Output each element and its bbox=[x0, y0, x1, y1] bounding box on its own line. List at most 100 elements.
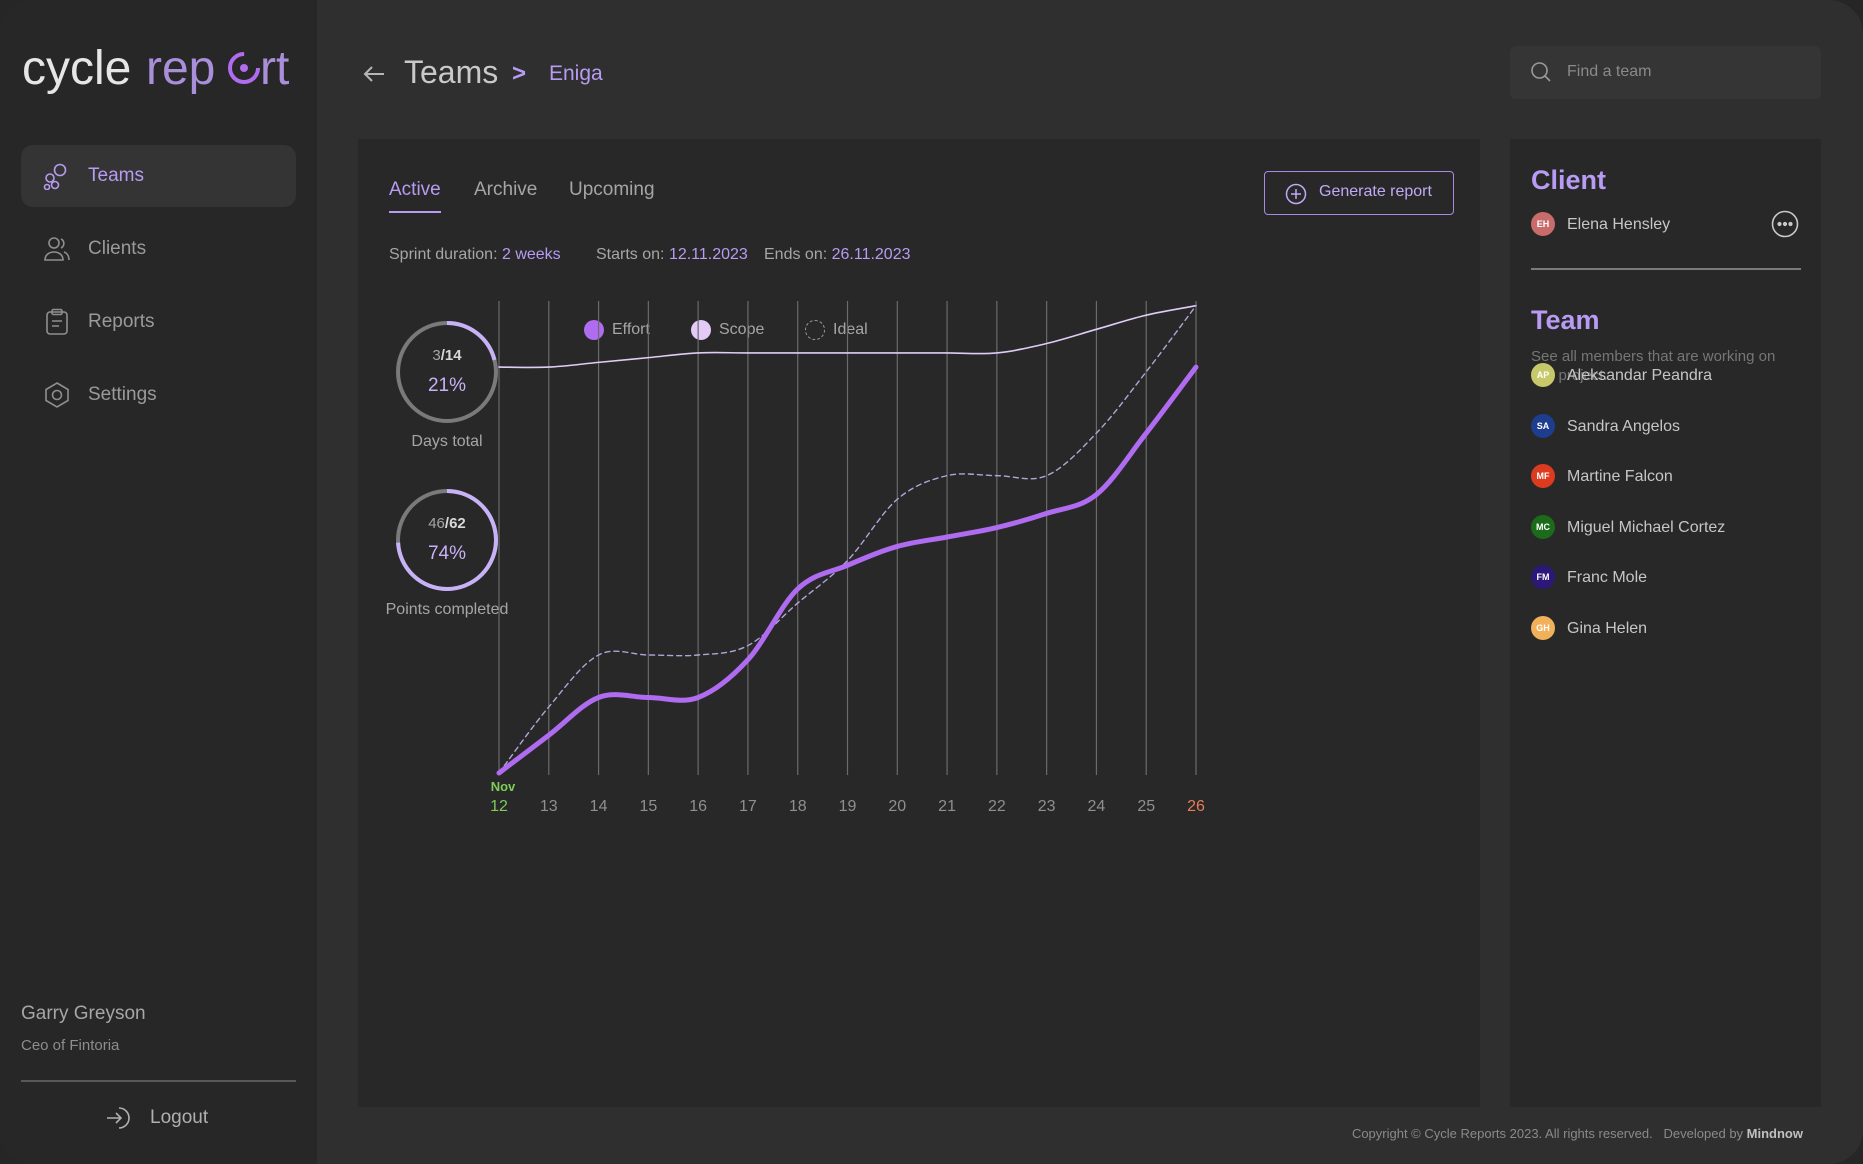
team-member-name[interactable]: Aleksandar Peandra bbox=[1567, 367, 1712, 384]
breadcrumb-teams[interactable]: Teams bbox=[404, 54, 499, 90]
x-tick-label: 21 bbox=[938, 798, 956, 815]
sprint-duration: Sprint duration: 2 weeks bbox=[389, 246, 561, 264]
sprint-duration-label: Sprint duration: bbox=[389, 246, 498, 263]
generate-report-label: Generate report bbox=[1319, 183, 1432, 200]
x-tick-label: 14 bbox=[590, 798, 608, 815]
legend-scope-label: Scope bbox=[719, 321, 765, 338]
avatar: MC bbox=[1531, 514, 1555, 539]
sprint-panel: Active Archive Upcoming Generate report … bbox=[358, 139, 1480, 1107]
sidebar-item-label: Reports bbox=[88, 311, 155, 332]
logout-button[interactable]: Logout bbox=[104, 1100, 254, 1136]
generate-report-button[interactable]: Generate report bbox=[1264, 171, 1454, 215]
days-caption: Days total bbox=[411, 433, 483, 450]
legend-ideal: Ideal bbox=[805, 320, 868, 340]
x-tick-label: 24 bbox=[1088, 798, 1106, 815]
logo-text-c: rt bbox=[260, 42, 289, 95]
legend-scope-swatch bbox=[691, 320, 711, 340]
x-tick-label: 19 bbox=[839, 798, 857, 815]
footer: Copyright © Cycle Reports 2023. All righ… bbox=[1352, 1126, 1803, 1141]
settings-icon bbox=[45, 382, 69, 408]
tab-upcoming[interactable]: Upcoming bbox=[569, 179, 655, 200]
burndown-chart: 12 13 14 15 16 17 18 19 20 21 22 23 24 25 26 Nov bbox=[490, 301, 1205, 815]
sidebar-item-reports[interactable]: Reports bbox=[21, 291, 296, 353]
team-member-name[interactable]: Franc Mole bbox=[1567, 569, 1648, 586]
search-input[interactable] bbox=[1567, 58, 1807, 86]
avatar: MF bbox=[1531, 464, 1555, 488]
avatar: FM bbox=[1531, 565, 1555, 589]
user-role: Ceo of Fintoria bbox=[21, 1037, 120, 1054]
x-tick-label: 12 bbox=[490, 798, 508, 815]
logout-label: Logout bbox=[150, 1107, 209, 1128]
x-tick-label: 17 bbox=[739, 798, 757, 815]
sprint-duration-value: 2 weeks bbox=[501, 246, 561, 263]
user-name: Garry Greyson bbox=[21, 1003, 146, 1024]
ideal-line bbox=[498, 305, 1197, 774]
team-member-name[interactable]: Gina Helen bbox=[1567, 619, 1648, 637]
x-tick-label: 15 bbox=[639, 798, 657, 815]
x-tick-label: 16 bbox=[689, 798, 707, 815]
footer-copyright: Copyright © Cycle Reports 2023. All righ… bbox=[1351, 1126, 1653, 1141]
sidebar-item-label: Teams bbox=[88, 165, 144, 186]
sidebar: cycle rep rt Teams Clients Reports bbox=[0, 0, 317, 1164]
footer-developed-label: Developed by bbox=[1663, 1126, 1744, 1141]
points-percent: 74% bbox=[427, 543, 467, 564]
tab-active[interactable]: Active bbox=[389, 179, 441, 213]
logout-icon bbox=[107, 1107, 130, 1129]
teams-icon bbox=[43, 163, 67, 190]
legend-ideal-label: Ideal bbox=[833, 321, 868, 338]
days-progress-ring bbox=[396, 321, 498, 423]
app-logo: cycle rep rt bbox=[22, 42, 289, 95]
logo-cycle-icon bbox=[228, 52, 260, 84]
legend-ideal-swatch bbox=[805, 320, 825, 340]
client-heading: Client bbox=[1531, 165, 1607, 195]
x-tick-label: 20 bbox=[888, 798, 906, 815]
avatar: GH bbox=[1531, 615, 1555, 640]
x-tick-label: 26 bbox=[1187, 798, 1205, 815]
sprint-end-value: 26.11.2023 bbox=[831, 246, 911, 263]
side-divider bbox=[1531, 268, 1801, 270]
x-tick-label: 22 bbox=[988, 798, 1006, 815]
team-heading: Team bbox=[1531, 305, 1600, 335]
x-month-label: Nov bbox=[491, 779, 516, 794]
days-percent: 21% bbox=[427, 375, 467, 396]
days-count: 3/14 bbox=[432, 347, 462, 364]
team-member-name[interactable]: Miguel Michael Cortez bbox=[1567, 518, 1726, 536]
sprint-end: Ends on: 26.11.2023 bbox=[764, 246, 911, 264]
search-icon bbox=[1531, 62, 1551, 82]
footer-developer[interactable]: Mindnow bbox=[1746, 1126, 1803, 1141]
clients-icon bbox=[44, 237, 70, 261]
x-tick-label: 18 bbox=[789, 798, 807, 815]
effort-line bbox=[496, 364, 1199, 776]
avatar: SA bbox=[1531, 413, 1555, 438]
tab-archive[interactable]: Archive bbox=[474, 179, 538, 200]
legend-scope: Scope bbox=[691, 320, 764, 340]
reports-icon bbox=[46, 308, 68, 335]
breadcrumb-separator: > bbox=[512, 60, 527, 87]
sprint-start-value: 12.11.2023 bbox=[668, 246, 748, 263]
scope-line bbox=[498, 304, 1197, 369]
sidebar-item-teams[interactable]: Teams bbox=[21, 145, 296, 207]
team-member-name[interactable]: Martine Falcon bbox=[1567, 468, 1673, 485]
team-search bbox=[1510, 46, 1821, 99]
avatar: AP bbox=[1531, 363, 1555, 387]
x-tick-label: 23 bbox=[1038, 798, 1056, 815]
team-member-name[interactable]: Sandra Angelos bbox=[1567, 417, 1680, 435]
logo-text-a: cycle bbox=[22, 42, 131, 95]
points-caption: Points completed bbox=[385, 601, 509, 618]
x-tick-label: 13 bbox=[540, 798, 558, 815]
sprint-start-label: Starts on: bbox=[596, 246, 665, 263]
back-arrow-icon[interactable] bbox=[360, 60, 388, 88]
x-tick-label: 25 bbox=[1137, 798, 1155, 815]
sidebar-item-clients[interactable]: Clients bbox=[21, 218, 296, 280]
points-count: 46/62 bbox=[428, 515, 466, 532]
legend-effort-label: Effort bbox=[612, 321, 650, 338]
sidebar-divider bbox=[21, 1080, 296, 1082]
plus-circle-icon bbox=[1285, 183, 1307, 205]
sidebar-item-label: Clients bbox=[88, 238, 147, 259]
client-name: Elena Hensley bbox=[1567, 216, 1671, 233]
sidebar-item-settings[interactable]: Settings bbox=[21, 364, 296, 426]
more-options-icon[interactable] bbox=[1771, 210, 1799, 238]
points-progress-ring bbox=[396, 489, 498, 591]
breadcrumb-current: Eniga bbox=[549, 62, 603, 85]
